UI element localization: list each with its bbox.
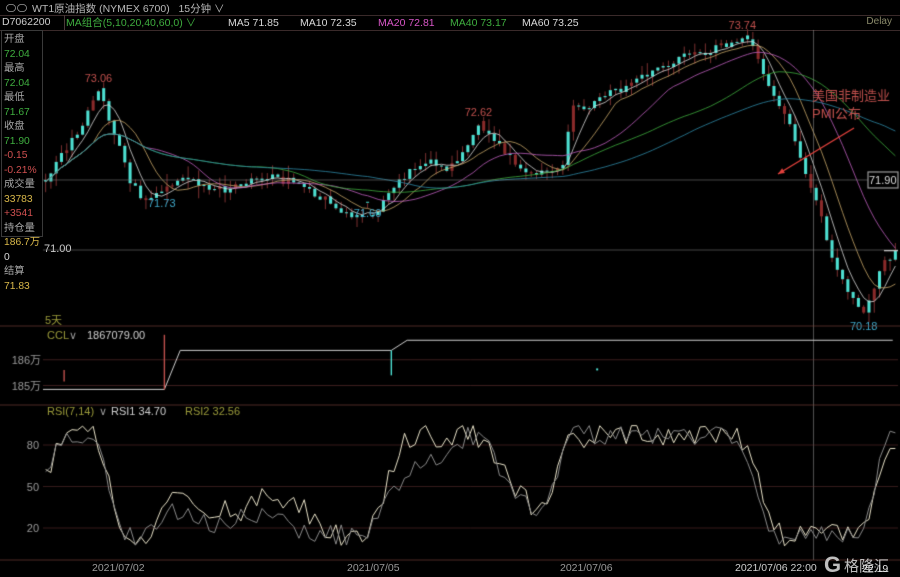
svg-text:G: G xyxy=(824,553,841,577)
